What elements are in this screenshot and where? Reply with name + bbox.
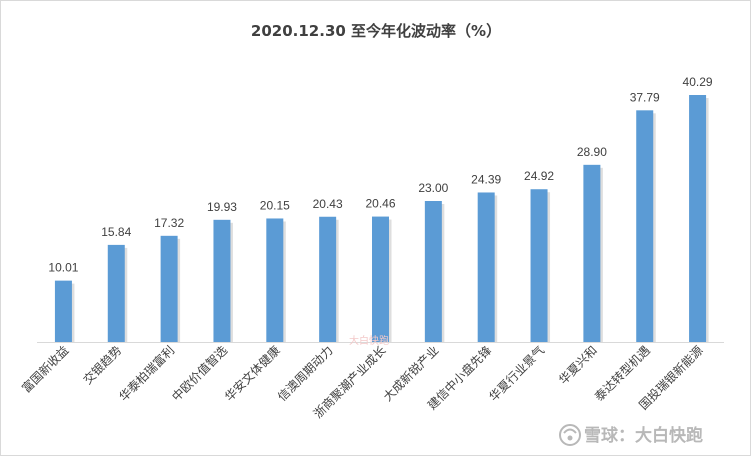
category-label: 华安文体健康 bbox=[221, 343, 283, 405]
center-watermark: 大白快跑 bbox=[349, 334, 389, 347]
category-label: 富国新收益 bbox=[19, 343, 72, 396]
data-label: 20.46 bbox=[365, 197, 395, 211]
snowball-logo-icon bbox=[559, 424, 581, 446]
chart-title: 2020.12.30 至今年化波动率（%） bbox=[251, 22, 501, 40]
data-label: 20.15 bbox=[260, 198, 290, 212]
bar bbox=[636, 110, 654, 342]
data-label: 23.00 bbox=[418, 181, 448, 195]
data-label: 24.92 bbox=[524, 169, 554, 183]
data-label: 40.29 bbox=[683, 75, 713, 89]
bar bbox=[530, 189, 548, 342]
bars-layer bbox=[54, 95, 709, 342]
category-label: 华夏兴和 bbox=[556, 343, 600, 387]
bar bbox=[266, 218, 284, 342]
bar bbox=[424, 200, 442, 342]
data-label: 28.90 bbox=[577, 145, 607, 159]
bar bbox=[477, 192, 495, 342]
watermark-text: 雪球：大白快跑 bbox=[584, 425, 703, 446]
data-label: 37.79 bbox=[630, 90, 660, 104]
bar bbox=[160, 235, 178, 342]
category-label: 华泰柏瑞富利 bbox=[116, 343, 178, 405]
data-label: 19.93 bbox=[207, 200, 237, 214]
bar bbox=[54, 280, 72, 342]
bar bbox=[372, 216, 389, 342]
category-label: 中欧价值智选 bbox=[169, 343, 231, 405]
category-label: 华夏行业景气 bbox=[486, 343, 548, 405]
bar bbox=[319, 216, 337, 342]
data-label: 10.01 bbox=[48, 261, 78, 275]
bar bbox=[213, 219, 231, 342]
data-label: 24.39 bbox=[471, 172, 501, 186]
bar bbox=[689, 95, 707, 342]
category-label: 交银趋势 bbox=[80, 343, 125, 388]
data-label: 17.32 bbox=[154, 216, 184, 230]
bar bbox=[583, 164, 601, 342]
watermark: 雪球：大白快跑 bbox=[559, 424, 703, 446]
bar bbox=[107, 244, 125, 342]
data-label: 15.84 bbox=[101, 225, 131, 239]
data-label: 20.43 bbox=[313, 197, 343, 211]
